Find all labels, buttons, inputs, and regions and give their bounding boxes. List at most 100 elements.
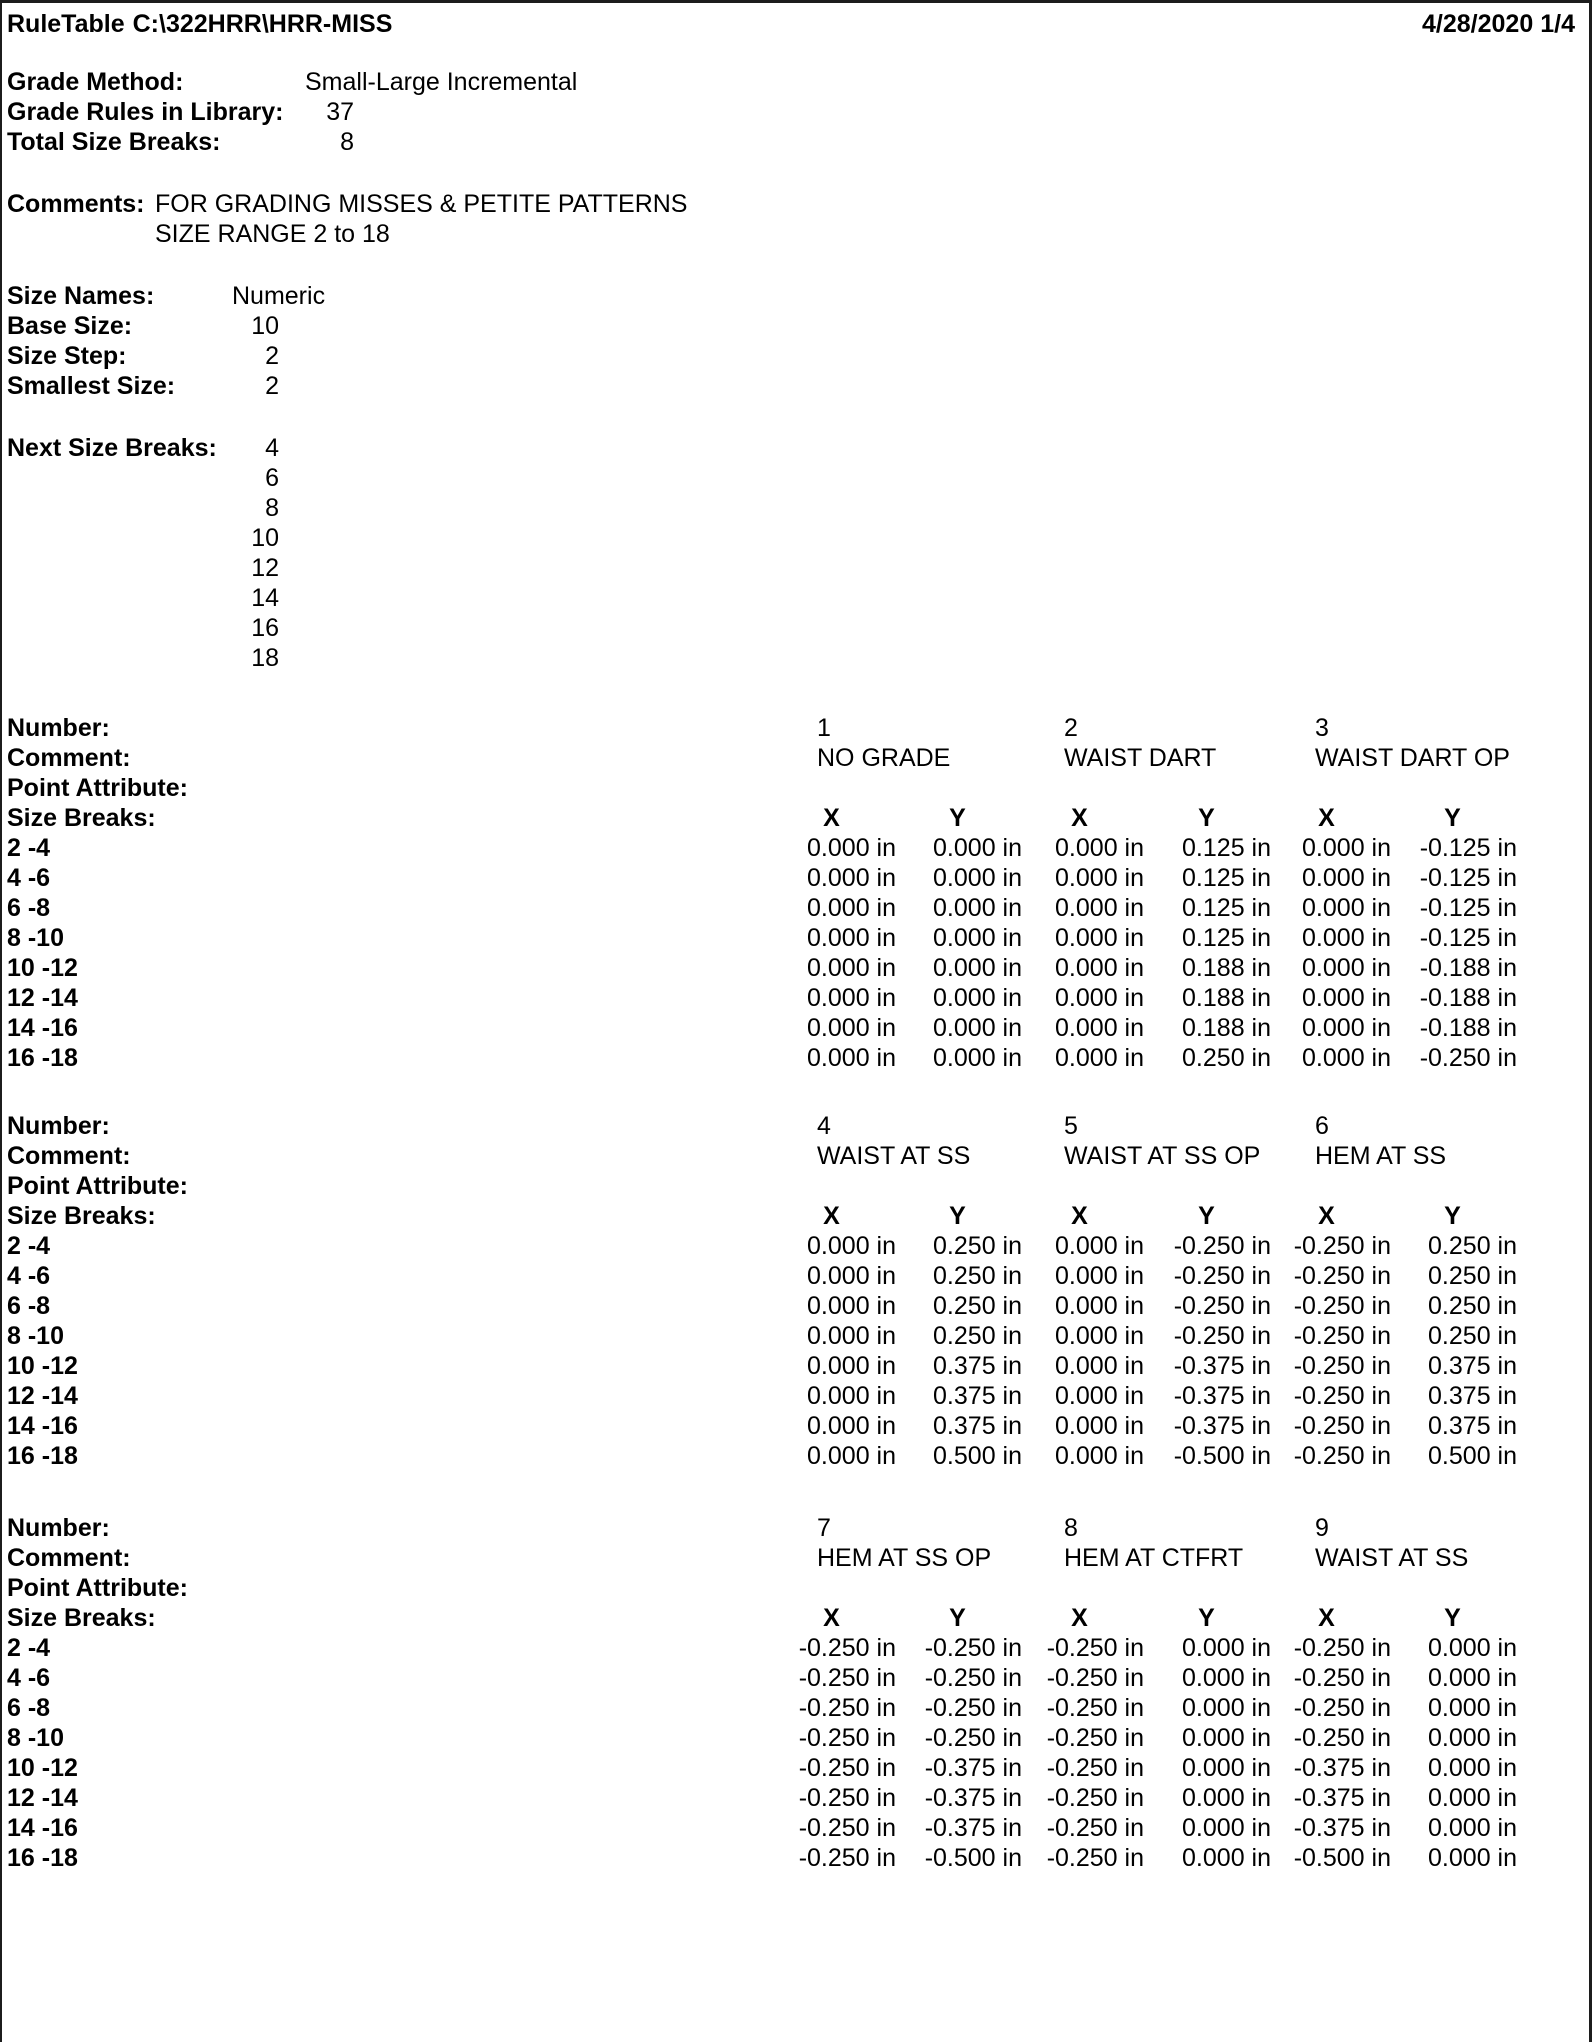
- size-break-row-label: 4 -6: [7, 1664, 51, 1692]
- grade-rules-row: Grade Rules in Library: 37: [2, 97, 1589, 127]
- next-size-break-row: 18: [2, 643, 1589, 673]
- grade-delta-x: 0.000 in: [1055, 1442, 1144, 1470]
- x-column-header: X: [1071, 804, 1088, 832]
- report-date: 4/28/2020: [1422, 10, 1534, 38]
- rule-comment: HEM AT SS: [1315, 1142, 1447, 1170]
- grade-delta-x: 0.000 in: [807, 864, 896, 892]
- size-break-row-label: 10 -12: [7, 1754, 78, 1782]
- grade-delta-x: 0.000 in: [1302, 1044, 1391, 1072]
- grade-delta-x: -0.250 in: [1293, 1262, 1391, 1290]
- row-label-number: Number:: [7, 1112, 110, 1140]
- grade-delta-x: -0.250 in: [1293, 1382, 1391, 1410]
- grade-delta-x: 0.000 in: [1055, 1014, 1144, 1042]
- grade-delta-y: 0.000 in: [933, 894, 1022, 922]
- grade-delta-x: 0.000 in: [1302, 954, 1391, 982]
- grade-delta-y: 0.125 in: [1182, 834, 1271, 862]
- report-app-label: RuleTable: [7, 10, 125, 38]
- size-break-row-label: 12 -14: [7, 1382, 78, 1410]
- grade-delta-y: 0.000 in: [1428, 1844, 1517, 1872]
- point-attribute-row: Point Attribute:: [2, 1171, 1589, 1201]
- size-break-data-row: 12 -14 0.000 in 0.375 in 0.000 in -0.375 in -…: [2, 1381, 1589, 1411]
- grade-rules-value: 37: [326, 98, 354, 126]
- x-column-header: X: [1071, 1604, 1088, 1632]
- grade-delta-y: 0.000 in: [1182, 1634, 1271, 1662]
- grade-delta-y: 0.188 in: [1182, 954, 1271, 982]
- report-date-page: 4/28/2020 1/4: [1422, 9, 1575, 39]
- grade-delta-y: 0.125 in: [1182, 894, 1271, 922]
- size-break-data-row: 8 -10 0.000 in 0.000 in 0.000 in 0.125 in 0.0…: [2, 923, 1589, 953]
- rule-number: 3: [1315, 714, 1329, 742]
- grade-method-label: Grade Method:: [7, 68, 184, 96]
- size-step-label: Size Step:: [7, 342, 127, 370]
- size-break-row-label: 2 -4: [7, 1232, 51, 1260]
- grade-method-value: Small-Large Incremental: [305, 68, 578, 96]
- grade-delta-x: 0.000 in: [1302, 894, 1391, 922]
- size-names-value: Numeric: [232, 282, 326, 310]
- size-break-row-label: 2 -4: [7, 834, 51, 862]
- grade-delta-x: -0.250 in: [1046, 1754, 1144, 1782]
- next-size-break-row: 8: [2, 493, 1589, 523]
- size-break-row-label: 16 -18: [7, 1844, 78, 1872]
- next-size-break-value: 6: [265, 464, 279, 492]
- row-label-comment: Comment:: [7, 1142, 131, 1170]
- grade-delta-y: 0.000 in: [933, 984, 1022, 1012]
- size-step-value: 2: [265, 342, 279, 370]
- grade-delta-y: 0.250 in: [1428, 1262, 1517, 1290]
- grade-delta-y: -0.250 in: [924, 1664, 1022, 1692]
- size-names-label: Size Names:: [7, 282, 155, 310]
- next-size-break-row: 14: [2, 583, 1589, 613]
- comments-line-1: FOR GRADING MISSES & PETITE PATTERNS: [155, 190, 688, 218]
- smallest-size-row: Smallest Size: 2: [2, 371, 1589, 401]
- size-break-row-label: 12 -14: [7, 984, 78, 1012]
- grade-delta-y: -0.188 in: [1419, 984, 1517, 1012]
- grade-delta-y: -0.250 in: [1173, 1292, 1271, 1320]
- rule-comment: WAIST DART: [1064, 744, 1217, 772]
- x-column-header: X: [823, 1604, 840, 1632]
- rule-number: 1: [817, 714, 831, 742]
- grade-delta-y: 0.000 in: [1428, 1694, 1517, 1722]
- grade-delta-x: 0.000 in: [1302, 864, 1391, 892]
- y-column-header: Y: [949, 1202, 966, 1230]
- grade-delta-y: 0.000 in: [933, 1044, 1022, 1072]
- rule-block-1: Number: 1 2 3 Comment: NO GRADE WAIST DART WAIS…: [2, 713, 1589, 1073]
- size-break-row-label: 14 -16: [7, 1014, 78, 1042]
- size-break-data-row: 14 -16 0.000 in 0.375 in 0.000 in -0.375 in -…: [2, 1411, 1589, 1441]
- size-break-row-label: 16 -18: [7, 1442, 78, 1470]
- grade-delta-y: 0.125 in: [1182, 864, 1271, 892]
- comments-line-2: SIZE RANGE 2 to 18: [155, 220, 390, 248]
- grade-delta-y: 0.000 in: [1428, 1754, 1517, 1782]
- size-break-row-label: 14 -16: [7, 1412, 78, 1440]
- grade-delta-x: -0.250 in: [1046, 1634, 1144, 1662]
- grade-delta-x: -0.250 in: [1293, 1442, 1391, 1470]
- grade-delta-y: 0.375 in: [1428, 1352, 1517, 1380]
- next-size-break-row: 6: [2, 463, 1589, 493]
- grade-delta-x: -0.250 in: [1293, 1322, 1391, 1350]
- y-column-header: Y: [1198, 1202, 1215, 1230]
- grade-delta-x: 0.000 in: [807, 924, 896, 952]
- size-break-data-row: 4 -6 -0.250 in -0.250 in -0.250 in 0.000 in -…: [2, 1663, 1589, 1693]
- rule-number: 8: [1064, 1514, 1078, 1542]
- grade-delta-x: 0.000 in: [1055, 1292, 1144, 1320]
- grade-delta-y: 0.250 in: [933, 1262, 1022, 1290]
- grade-delta-y: -0.250 in: [1173, 1262, 1271, 1290]
- grade-delta-y: 0.250 in: [933, 1322, 1022, 1350]
- grade-delta-y: -0.250 in: [1173, 1322, 1271, 1350]
- grade-rules-label: Grade Rules in Library:: [7, 98, 284, 126]
- grade-delta-x: 0.000 in: [807, 1442, 896, 1470]
- rule-block-3: Number: 7 8 9 Comment: HEM AT SS OP HEM AT CTF…: [2, 1513, 1589, 1873]
- rule-block-2: Number: 4 5 6 Comment: WAIST AT SS WAIST AT SS…: [2, 1111, 1589, 1471]
- report-page-number: 1/4: [1540, 10, 1575, 38]
- grade-delta-x: -0.375 in: [1293, 1814, 1391, 1842]
- y-column-header: Y: [1198, 1604, 1215, 1632]
- rule-comment: WAIST AT SS: [1315, 1544, 1469, 1572]
- x-column-header: X: [1318, 1202, 1335, 1230]
- grade-delta-x: 0.000 in: [1055, 984, 1144, 1012]
- page-header: RuleTable C:\322HRR\HRR-MISS 4/28/2020 1/4: [2, 9, 1589, 39]
- grade-delta-x: 0.000 in: [807, 1014, 896, 1042]
- base-size-label: Base Size:: [7, 312, 133, 340]
- grade-delta-y: 0.000 in: [1428, 1664, 1517, 1692]
- next-size-break-value: 10: [251, 524, 279, 552]
- grade-delta-x: -0.250 in: [1046, 1724, 1144, 1752]
- grade-delta-x: 0.000 in: [1302, 834, 1391, 862]
- size-breaks-header-row: Size Breaks: X Y X Y X Y: [2, 1201, 1589, 1231]
